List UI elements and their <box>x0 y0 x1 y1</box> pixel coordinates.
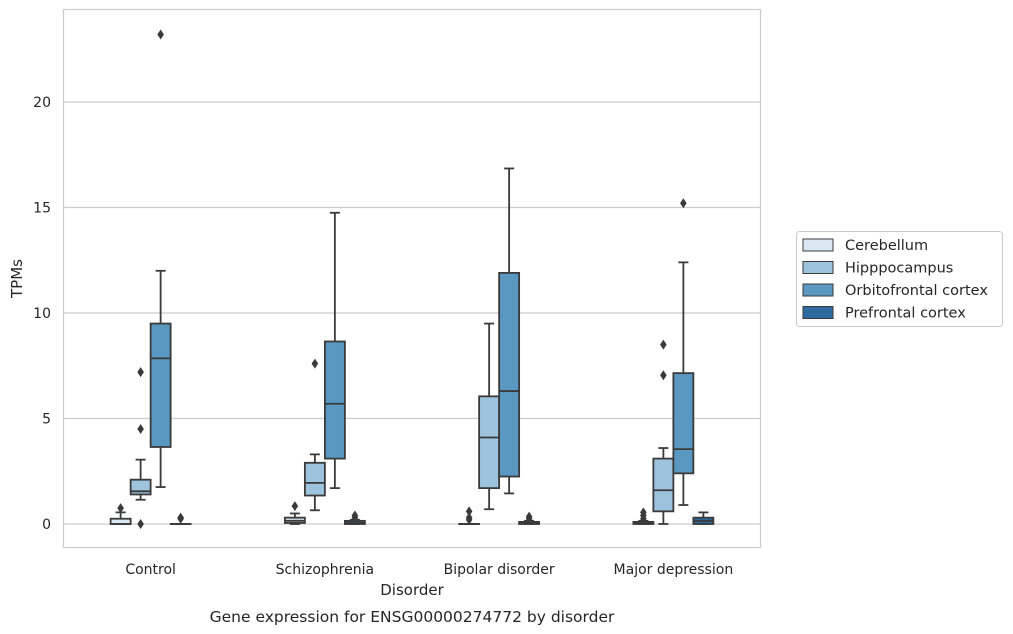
legend-label-3: Prefrontal cortex <box>845 306 966 322</box>
box-1-3 <box>343 510 366 525</box>
outlier-point-2 <box>465 506 473 517</box>
outlier-point-1 <box>351 510 359 521</box>
legend-label-1: Hipppocampus <box>845 261 953 277</box>
box-0-2 <box>149 29 172 488</box>
box-iqr <box>129 478 152 496</box>
box-1-1 <box>303 358 326 512</box>
legend-swatch-0 <box>802 238 834 252</box>
y-tick-labels: 0 5 10 15 20 <box>33 95 51 533</box>
x-axis-label: Disorder <box>380 581 444 599</box>
box-iqr <box>652 457 675 513</box>
outlier-point-0 <box>137 424 144 435</box>
y-tick-label-2: 10 <box>33 306 51 322</box>
outlier-point-1 <box>525 511 533 522</box>
outlier-point-0 <box>291 501 299 512</box>
x-tick-labels: Control Schizophrenia Bipolar disorder Majo… <box>125 562 733 578</box>
outlier-point-0 <box>311 358 319 369</box>
box-3-0 <box>632 507 655 525</box>
legend: Cerebellum Hipppocampus Orbitofrontal cort… <box>796 231 1003 327</box>
y-tick-label-3: 15 <box>33 201 51 217</box>
outlier-point-0 <box>157 29 164 40</box>
legend-label-2: Orbitofrontal cortex <box>845 283 988 299</box>
plot-frame <box>62 8 762 549</box>
box-2-1 <box>478 322 501 511</box>
outlier-point-0 <box>680 198 687 209</box>
box-2-3 <box>518 511 541 525</box>
box-iqr <box>672 372 695 475</box>
y-tick-label-0: 0 <box>42 517 51 533</box>
box-0-1 <box>129 367 152 529</box>
outlier-point-2 <box>640 507 647 518</box>
y-tick-label-4: 20 <box>33 95 51 111</box>
box-1-0 <box>283 501 306 525</box>
outlier-point-1 <box>177 512 184 523</box>
box-iqr <box>478 395 501 490</box>
box-iqr <box>498 272 521 478</box>
legend-frame <box>796 231 1003 327</box>
box-iqr <box>149 322 172 448</box>
box-2-0 <box>458 506 481 525</box>
legend-swatch-1 <box>802 261 834 274</box>
box-iqr <box>323 340 346 460</box>
outlier-point-2 <box>137 519 144 529</box>
boxes-layer <box>109 29 715 529</box>
box-1-2 <box>323 211 346 490</box>
legend-swatch-2 <box>802 283 834 297</box>
x-tick-label-1: Schizophrenia <box>276 562 374 578</box>
chart-caption: Gene expression for ENSG00000274772 by d… <box>210 608 615 626</box>
outlier-point-1 <box>660 339 667 350</box>
box-0-0 <box>109 503 132 525</box>
legend-swatch-3 <box>802 306 834 319</box>
y-tick-label-1: 5 <box>42 412 51 428</box>
box-0-3 <box>169 512 192 525</box>
y-axis-label: TPMs <box>8 259 26 299</box>
x-tick-label-3: Major depression <box>614 562 734 578</box>
box-3-2 <box>672 198 695 506</box>
outlier-point-1 <box>465 512 473 523</box>
box-2-2 <box>498 167 521 495</box>
outlier-point-1 <box>137 367 144 378</box>
box-3-1 <box>652 339 675 525</box>
outlier-point-0 <box>117 503 124 514</box>
box-3-3 <box>692 511 715 525</box>
outlier-point-0 <box>660 370 667 381</box>
legend-label-0: Cerebellum <box>845 238 928 254</box>
x-tick-label-0: Control <box>125 562 176 578</box>
box-iqr <box>303 461 326 497</box>
x-tick-label-2: Bipolar disorder <box>444 562 555 578</box>
